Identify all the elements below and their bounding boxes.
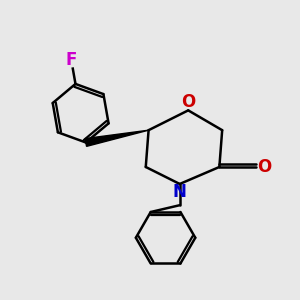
Text: O: O [257,158,271,176]
Polygon shape [85,130,148,146]
Text: O: O [181,93,195,111]
Text: F: F [66,51,77,69]
Text: N: N [173,183,187,201]
